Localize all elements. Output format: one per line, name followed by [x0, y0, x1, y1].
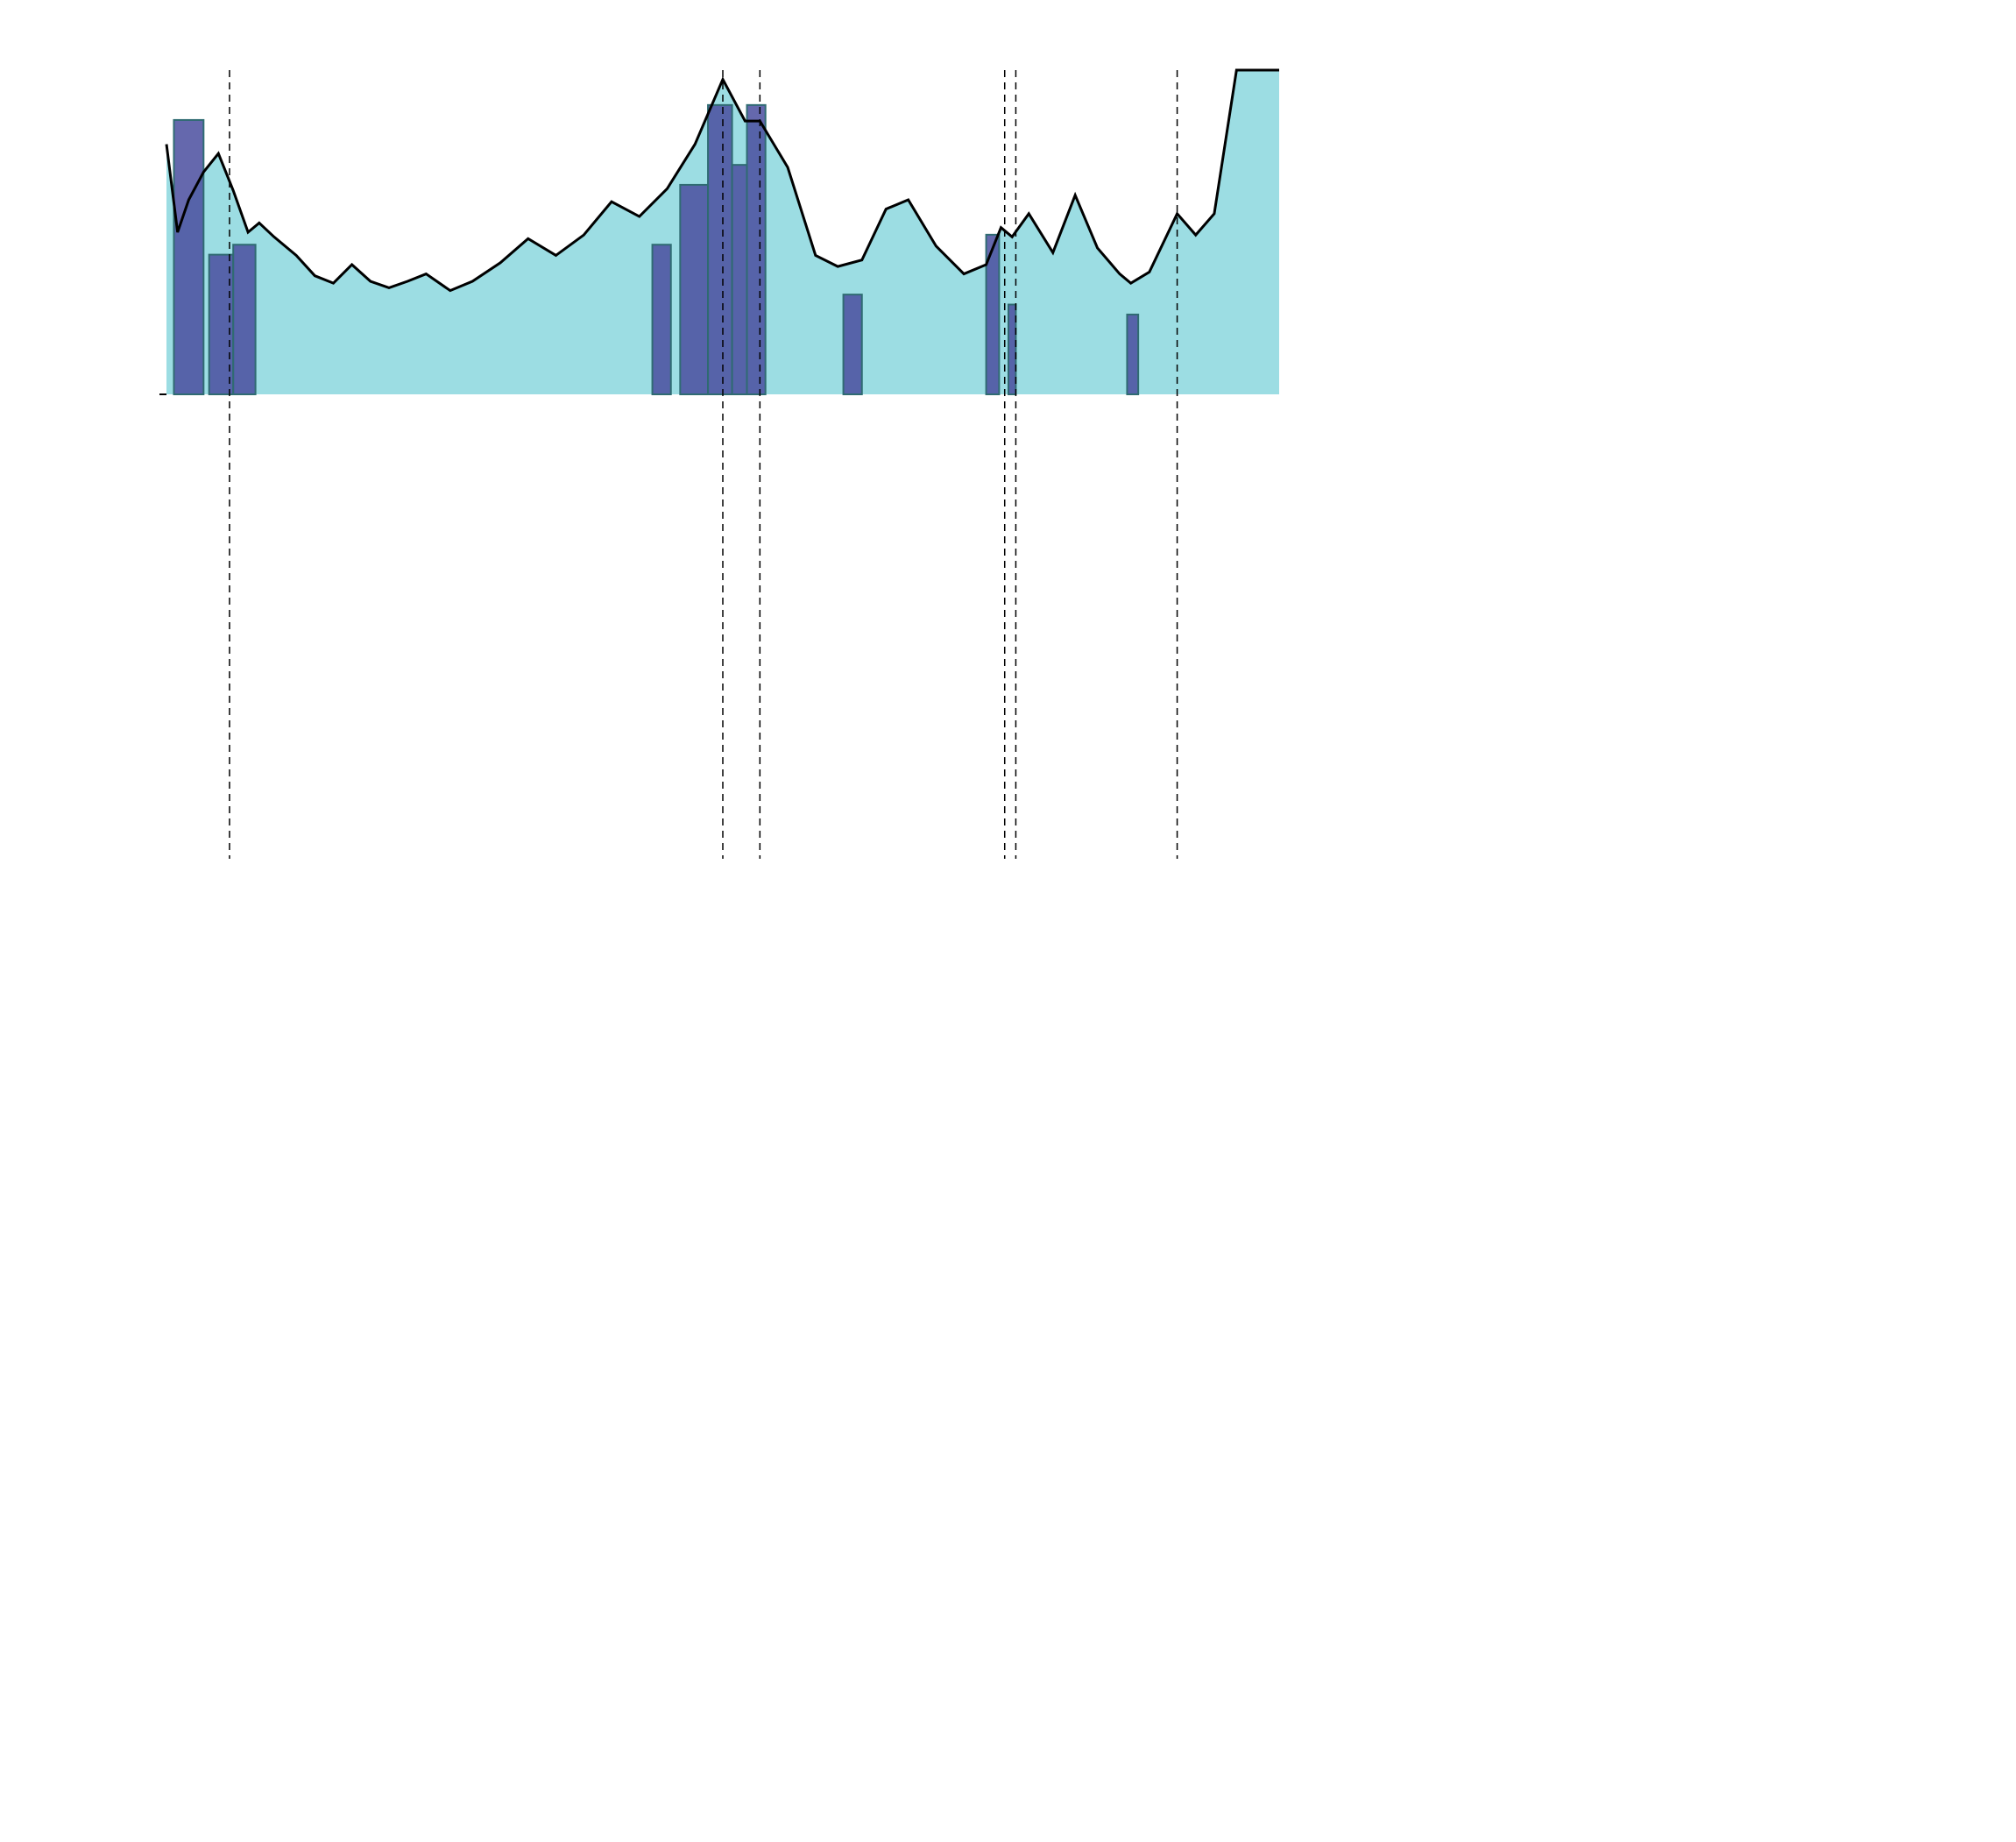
glaciation-bar [708, 105, 732, 394]
glaciation-bar [209, 255, 234, 394]
glaciation-bar [680, 185, 708, 394]
glaciation-bar [844, 294, 862, 394]
glaciation-bar [1127, 315, 1138, 394]
glaciation-bar [732, 165, 747, 394]
glaciation-bar [1008, 305, 1015, 394]
glaciation-bar [747, 105, 766, 394]
glaciation-bar [653, 244, 671, 394]
glaciation-bar [173, 120, 203, 394]
multi-panel-paleo-chart [35, 35, 1419, 1332]
glaciation-bar [233, 244, 255, 394]
